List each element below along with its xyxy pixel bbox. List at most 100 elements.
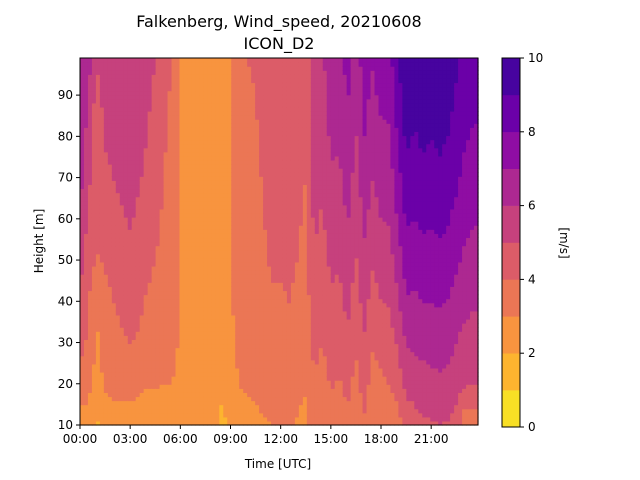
contour-cell	[199, 225, 204, 230]
contour-cell	[183, 221, 189, 226]
contour-cell	[271, 204, 276, 210]
contour-cell	[255, 327, 260, 332]
contour-cell	[282, 176, 288, 181]
contour-cell	[159, 416, 165, 422]
contour-cell	[103, 225, 109, 230]
contour-cell	[151, 151, 157, 157]
contour-cell	[263, 302, 268, 308]
contour-cell	[219, 127, 224, 132]
contour-cell	[243, 82, 248, 88]
contour-cell	[123, 376, 129, 381]
contour-cell	[80, 367, 85, 373]
contour-cell	[211, 347, 216, 353]
contour-cell	[151, 278, 157, 283]
contour-cell	[294, 151, 300, 157]
contour-cell	[267, 233, 272, 239]
contour-cell	[167, 245, 173, 251]
contour-cell	[179, 62, 185, 67]
contour-cell	[127, 86, 133, 92]
contour-cell	[294, 286, 300, 292]
contour-cell	[219, 253, 224, 259]
contour-cell	[267, 221, 272, 226]
contour-cell	[127, 131, 133, 137]
contour-cell	[135, 98, 141, 104]
contour-cell	[80, 396, 85, 402]
contour-cell	[103, 131, 109, 137]
contour-cell	[286, 241, 292, 247]
contour-cell	[286, 257, 292, 263]
contour-cell	[239, 70, 244, 75]
contour-cell	[131, 371, 137, 377]
contour-cell	[187, 335, 193, 340]
contour-cell	[195, 282, 200, 287]
contour-cell	[279, 384, 284, 389]
contour-cell	[247, 196, 252, 202]
contour-cell	[207, 241, 212, 247]
contour-cell	[143, 106, 149, 112]
contour-cell	[131, 270, 137, 275]
contour-cell	[80, 147, 85, 153]
contour-cell	[99, 265, 105, 271]
contour-cell	[282, 184, 288, 190]
contour-cell	[107, 58, 113, 63]
contour-cell	[290, 371, 296, 377]
contour-cell	[199, 70, 204, 75]
contour-cell	[183, 245, 189, 251]
contour-cell	[139, 347, 145, 353]
contour-cell	[294, 245, 300, 251]
contour-cell	[179, 78, 185, 84]
contour-cell	[159, 188, 165, 194]
contour-cell	[115, 106, 121, 112]
contour-cell	[195, 314, 200, 320]
contour-cell	[219, 102, 224, 108]
contour-cell	[135, 261, 141, 267]
contour-cell	[127, 90, 133, 96]
contour-cell	[199, 298, 204, 304]
contour-cell	[183, 86, 189, 92]
contour-cell	[119, 359, 125, 365]
contour-cell	[163, 318, 169, 324]
contour-cell	[179, 249, 185, 255]
contour-cell	[215, 127, 220, 132]
contour-cell	[259, 139, 264, 145]
contour-cell	[235, 282, 240, 287]
contour-cell	[111, 257, 117, 263]
contour-cell	[187, 127, 193, 132]
contour-cell	[235, 237, 240, 243]
contour-cell	[243, 355, 248, 361]
contour-cell	[183, 323, 189, 328]
contour-cell	[175, 367, 181, 373]
contour-cell	[131, 274, 137, 279]
contour-cell	[151, 380, 157, 385]
contour-cell	[83, 408, 89, 414]
contour-cell	[263, 282, 268, 287]
contour-cell	[123, 119, 129, 124]
contour-cell	[282, 241, 288, 247]
contour-cell	[263, 155, 268, 161]
contour-cell	[80, 200, 85, 206]
contour-cell	[127, 408, 133, 414]
contour-cell	[143, 388, 149, 393]
contour-cell	[259, 208, 264, 214]
contour-cell	[255, 180, 260, 186]
contour-cell	[111, 339, 117, 345]
contour-cell	[227, 135, 232, 141]
contour-cell	[191, 310, 197, 316]
contour-cell	[131, 119, 137, 124]
contour-cell	[294, 98, 300, 104]
contour-cell	[207, 371, 212, 377]
contour-cell	[223, 94, 228, 100]
contour-cell	[131, 212, 137, 218]
contour-cell	[211, 339, 216, 345]
contour-cell	[247, 249, 252, 255]
contour-cell	[163, 408, 169, 414]
contour-cell	[99, 286, 105, 292]
contour-cell	[211, 102, 216, 108]
contour-cell	[227, 192, 232, 198]
contour-cell	[191, 404, 197, 410]
contour-cell	[275, 335, 280, 340]
contour-cell	[231, 176, 236, 181]
contour-cell	[139, 278, 145, 283]
contour-cell	[199, 416, 204, 422]
contour-cell	[195, 253, 200, 259]
